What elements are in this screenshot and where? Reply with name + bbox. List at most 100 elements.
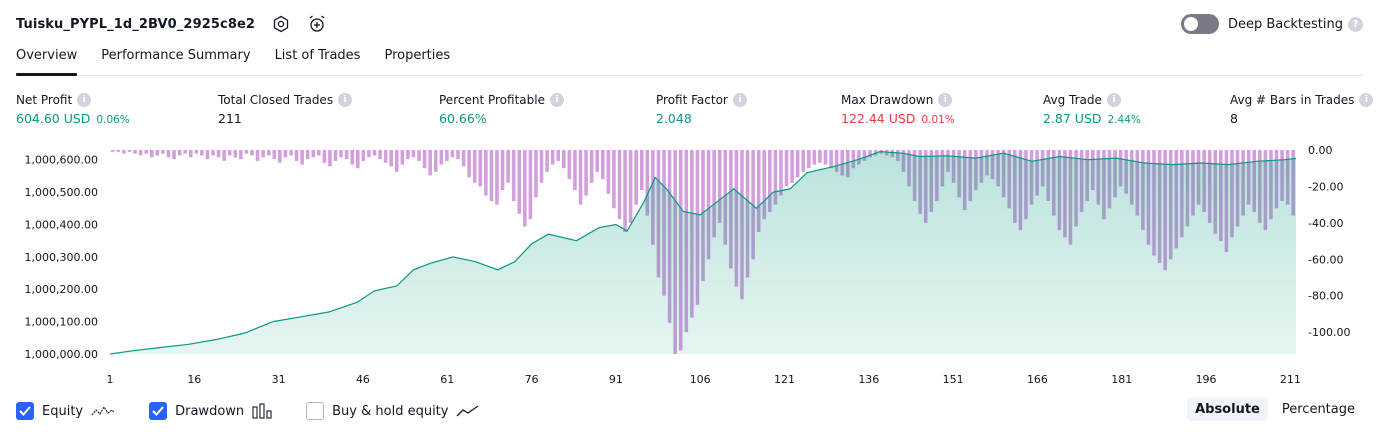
drawdown-bar — [294, 150, 299, 161]
drawdown-bar — [534, 150, 538, 198]
drawdown-bar — [216, 150, 221, 158]
drawdown-bar — [328, 150, 332, 167]
metric-value: 60.66% — [439, 111, 487, 126]
y-right-tick-label: -40.00 — [1308, 217, 1343, 230]
equity-checkbox[interactable]: Equity — [16, 402, 115, 420]
x-tick-label: 46 — [356, 373, 370, 386]
drawdown-bar — [612, 150, 616, 209]
percentage-button[interactable]: Percentage — [1281, 402, 1355, 417]
y-right-tick-label: -60.00 — [1308, 253, 1343, 266]
tab-properties[interactable]: Properties — [384, 48, 451, 63]
absolute-button[interactable]: Absolute — [1187, 398, 1268, 421]
drawdown-bar — [161, 150, 165, 154]
drawdown-bar — [545, 150, 549, 172]
drawdown-bar — [344, 150, 349, 160]
x-tick-label: 151 — [943, 373, 964, 386]
chart-legend: Equity Drawdown Buy & hold equity Absolu… — [16, 398, 1363, 424]
drawdown-bar — [278, 150, 282, 163]
drawdown-bar — [289, 150, 293, 156]
x-tick-label: 1 — [107, 373, 114, 386]
drawdown-bar — [467, 150, 471, 178]
drawdown-bar — [623, 150, 627, 232]
drawdown-bar — [550, 150, 555, 165]
drawdown-bar — [222, 150, 226, 161]
drawdown-bar — [589, 150, 594, 183]
drawdown-bar — [495, 150, 499, 205]
drawdown-bar — [528, 150, 533, 220]
drawdown-bar — [500, 150, 505, 191]
drawdown-bar — [573, 150, 577, 191]
tab-overview[interactable]: Overview — [16, 44, 78, 76]
checkbox-checked-icon[interactable] — [16, 402, 34, 420]
metric-profit-factor: Profit Factor i 2.048 — [656, 93, 747, 126]
drawdown-bar — [305, 150, 310, 160]
metric-label: Avg # Bars in Trades — [1230, 93, 1355, 107]
info-icon[interactable]: i — [77, 93, 92, 107]
drawdown-bar — [211, 150, 215, 156]
drawdown-checkbox[interactable]: Drawdown — [149, 402, 272, 420]
help-icon[interactable]: ? — [1348, 16, 1363, 32]
drawdown-bar — [244, 150, 249, 154]
drawdown-bar — [523, 150, 527, 227]
x-tick-label: 16 — [187, 373, 201, 386]
y-left-tick-label: 1,000,600.00 — [25, 154, 98, 167]
x-tick-label: 121 — [774, 373, 795, 386]
drawdown-bar — [255, 150, 260, 161]
info-icon[interactable]: i — [1106, 93, 1121, 107]
drawdown-bar — [595, 150, 599, 172]
buy-hold-checkbox[interactable]: Buy & hold equity — [306, 402, 480, 420]
drawdown-bar — [111, 150, 115, 152]
y-axis-left: 1,000,000.00 1,000,100.00 1,000,200.00 1,00… — [25, 154, 98, 361]
drawdown-bar — [456, 150, 460, 160]
drawdown-bar — [584, 150, 588, 196]
drawdown-bar — [400, 150, 405, 165]
drawdown-bar — [807, 150, 811, 169]
drawdown-bar — [417, 150, 421, 161]
drawdown-bar — [155, 150, 160, 156]
drawdown-bar — [317, 150, 321, 156]
equity-drawdown-chart[interactable]: 1,000,000.00 1,000,100.00 1,000,200.00 1,00… — [0, 140, 1379, 392]
drawdown-bar — [634, 150, 638, 205]
drawdown-bar — [389, 150, 393, 167]
drawdown-bar — [149, 150, 154, 158]
info-icon[interactable]: i — [732, 93, 747, 107]
drawdown-bar — [562, 150, 566, 169]
drawdown-bar — [122, 150, 126, 154]
metric-avg-bars: Avg # Bars in Trades i 8 — [1230, 93, 1374, 126]
y-left-tick-label: 1,000,300.00 — [25, 251, 98, 264]
deep-backtesting-toggle[interactable] — [1180, 14, 1219, 34]
drawdown-bar — [790, 150, 794, 183]
metric-avg-trade: Avg Trade i 2.87 USD 2.44% — [1043, 93, 1141, 126]
drawdown-bar — [300, 150, 304, 165]
x-axis: 1 16 31 46 61 76 91 106 121 136 151 166 181 196 211 — [107, 373, 1301, 386]
drawdown-bar — [773, 150, 778, 205]
drawdown-bar — [717, 150, 722, 223]
drawdown-bar — [484, 150, 488, 196]
drawdown-bar — [756, 150, 761, 232]
info-icon[interactable]: i — [549, 93, 564, 107]
drawdown-bar — [784, 150, 789, 187]
y-right-tick-label: 0.00 — [1308, 144, 1333, 157]
tab-performance-summary[interactable]: Performance Summary — [101, 48, 251, 63]
drawdown-bar — [194, 150, 199, 154]
drawdown-bar — [478, 150, 483, 187]
settings-icon[interactable] — [271, 14, 291, 34]
drawdown-bar — [706, 150, 711, 260]
drawdown-bar — [851, 150, 856, 169]
alarm-add-icon[interactable] — [307, 14, 327, 34]
drawdown-label: Drawdown — [175, 403, 245, 419]
drawdown-bar — [857, 150, 861, 165]
drawdown-bar — [578, 150, 583, 205]
drawdown-bar — [283, 150, 288, 158]
y-right-tick-label: -80.00 — [1308, 290, 1343, 303]
drawdown-bar — [445, 150, 449, 161]
checkbox-checked-icon[interactable] — [149, 402, 168, 420]
drawdown-bar — [183, 150, 187, 154]
info-icon[interactable]: i — [1359, 93, 1374, 107]
drawdown-bar — [712, 150, 716, 238]
drawdown-bar — [177, 150, 182, 156]
info-icon[interactable]: i — [938, 93, 953, 107]
checkbox-unchecked-icon[interactable] — [306, 402, 325, 420]
tab-list-of-trades[interactable]: List of Trades — [274, 48, 361, 63]
info-icon[interactable]: i — [338, 93, 353, 107]
